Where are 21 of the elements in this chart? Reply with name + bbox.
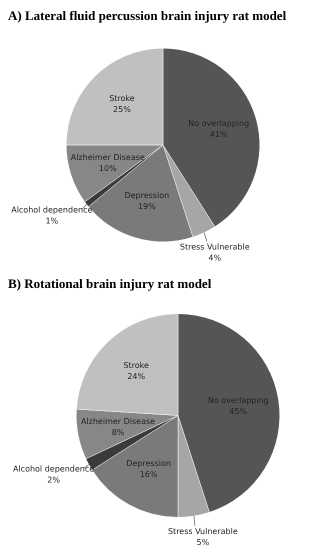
slice-label: Stress Vulnerable	[180, 242, 250, 252]
data-label: 5%	[196, 538, 210, 547]
slice-label: Alzheimer Disease	[70, 153, 145, 162]
chart-title: B) Rotational brain injury rat model	[8, 275, 212, 293]
data-label: 1%	[45, 216, 59, 226]
data-label: 24%	[127, 372, 146, 382]
slice-label: Depression	[126, 459, 171, 468]
slice-label: Stroke	[123, 361, 150, 370]
data-label: 16%	[140, 470, 158, 480]
slice-label: Stroke	[109, 94, 135, 104]
data-label: 10%	[98, 164, 118, 174]
data-label: 2%	[47, 475, 60, 484]
slice-label: Depression	[124, 190, 170, 200]
slice-label: Alzheimer Disease	[80, 417, 156, 426]
slice-label: Alcohol dependence	[11, 206, 92, 215]
data-label: 25%	[113, 105, 132, 114]
data-label: 19%	[138, 202, 156, 211]
data-label: 8%	[112, 428, 125, 438]
chart-title: A) Lateral fluid percussion brain injury rat model	[8, 7, 288, 25]
data-label: 4%	[208, 253, 222, 262]
slice-label: Stress Vulnerable	[168, 526, 238, 536]
